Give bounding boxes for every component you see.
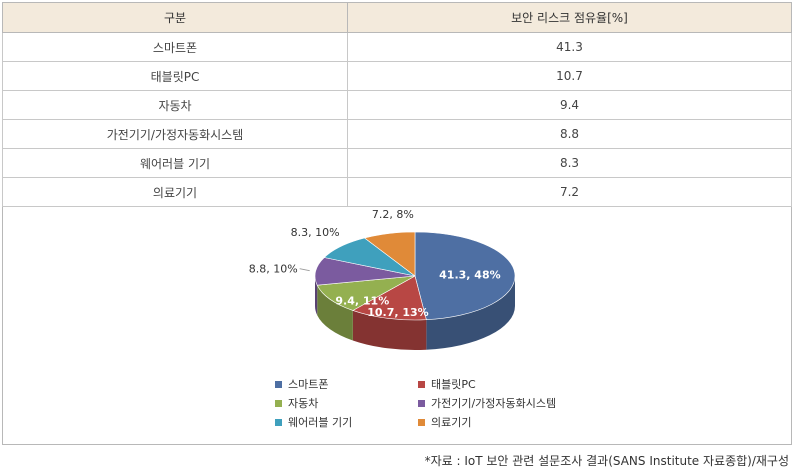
legend-label: 태블릿PC	[431, 378, 476, 391]
legend-item: 가전기기/가정자동화시스템	[418, 395, 556, 411]
legend-item: 태블릿PC	[418, 376, 476, 392]
data-table: 구분 보안 리스크 점유율[%] 스마트폰 41.3 태블릿PC 10.7 자동…	[2, 2, 792, 207]
legend-swatch	[418, 380, 425, 388]
legend-swatch	[418, 399, 425, 407]
legend-swatch	[275, 418, 282, 426]
legend-item: 의료기기	[418, 414, 471, 430]
data-label: 41.3, 48%	[439, 269, 500, 282]
legend-swatch	[275, 380, 282, 388]
pie-slice-2	[316, 275, 416, 311]
legend-item: 자동차	[275, 395, 318, 411]
data-label: 8.8, 10%	[249, 263, 298, 276]
legend-label: 스마트폰	[288, 378, 329, 391]
pie-slice-5	[363, 231, 416, 277]
legend-label: 의료기기	[431, 416, 472, 429]
data-label: 10.7, 13%	[367, 306, 428, 319]
legend-swatch	[275, 399, 282, 407]
row-value: 8.8	[347, 119, 792, 149]
legend-item: 웨어러블 기기	[275, 414, 352, 430]
row-value: 8.3	[347, 148, 792, 178]
row-value: 9.4	[347, 90, 792, 120]
table-row: 가전기기/가정자동화시스템 8.8	[2, 119, 792, 149]
data-label: 9.4, 11%	[335, 294, 389, 307]
row-value: 7.2	[347, 177, 792, 207]
pie-side-2	[317, 285, 353, 341]
source-note: *자료 : IoT 보안 관련 설문조사 결과(SANS Institute 자…	[424, 454, 789, 468]
legend-label: 웨어러블 기기	[288, 416, 353, 429]
pie-slice-0	[414, 231, 516, 321]
data-label: 8.3, 10%	[291, 226, 340, 239]
row-label: 자동차	[2, 90, 348, 120]
legend-swatch	[418, 418, 425, 426]
legend-label: 자동차	[288, 397, 319, 410]
legend-item: 스마트폰	[275, 376, 328, 392]
legend-label: 가전기기/가정자동화시스템	[431, 397, 557, 410]
pie-side-3	[315, 276, 318, 316]
table-row: 태블릿PC 10.7	[2, 61, 792, 91]
row-value: 10.7	[347, 61, 792, 91]
header-share: 보안 리스크 점유율[%]	[347, 2, 792, 33]
table-row: 자동차 9.4	[2, 90, 792, 120]
pie-side-1	[352, 310, 427, 350]
table-row: 의료기기 7.2	[2, 177, 792, 207]
pie-slice-1	[352, 275, 427, 321]
row-label: 의료기기	[2, 177, 348, 207]
data-label: 7.2, 8%	[372, 208, 414, 221]
label-leader	[299, 268, 310, 272]
